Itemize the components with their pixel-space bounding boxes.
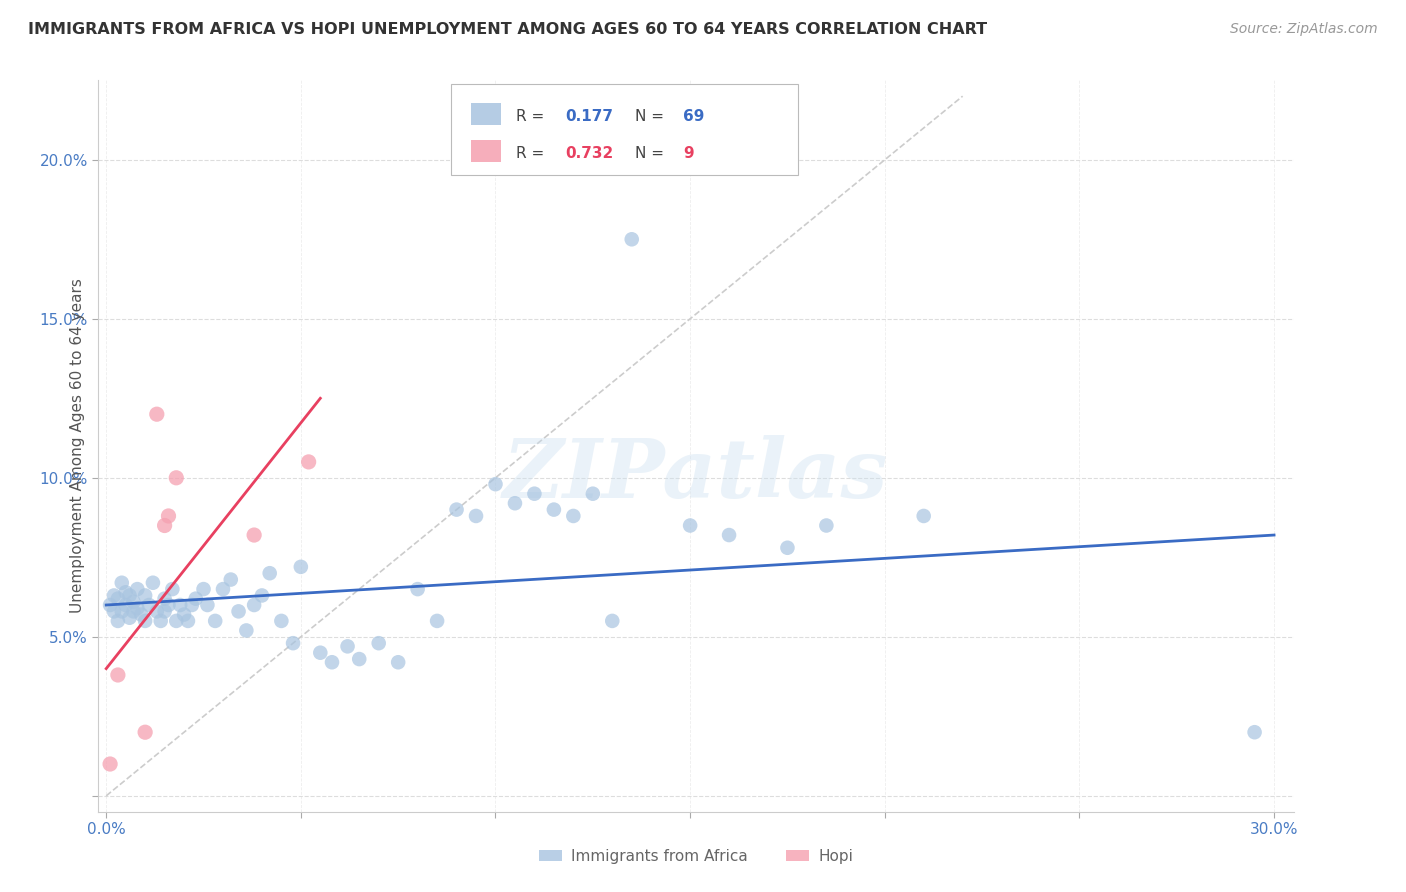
Point bbox=[134, 614, 156, 628]
Text: R =: R = bbox=[516, 109, 548, 124]
FancyBboxPatch shape bbox=[451, 84, 797, 176]
Point bbox=[127, 601, 149, 615]
Point bbox=[107, 668, 129, 682]
Point bbox=[281, 636, 304, 650]
Point bbox=[503, 496, 526, 510]
Y-axis label: Unemployment Among Ages 60 to 64 years: Unemployment Among Ages 60 to 64 years bbox=[69, 278, 84, 614]
Point bbox=[122, 604, 145, 618]
Point bbox=[815, 518, 838, 533]
Point bbox=[146, 407, 169, 421]
Point bbox=[193, 582, 215, 596]
Point bbox=[243, 528, 266, 542]
Point bbox=[157, 598, 180, 612]
Point bbox=[197, 598, 219, 612]
Point bbox=[138, 598, 160, 612]
Text: 69: 69 bbox=[683, 109, 704, 124]
FancyBboxPatch shape bbox=[471, 103, 501, 125]
Point bbox=[336, 640, 359, 654]
Point bbox=[776, 541, 799, 555]
Point bbox=[153, 591, 176, 606]
Point bbox=[177, 614, 200, 628]
Point bbox=[157, 508, 180, 523]
Legend: Immigrants from Africa, Hopi: Immigrants from Africa, Hopi bbox=[533, 843, 859, 870]
Point bbox=[562, 508, 585, 523]
Point bbox=[153, 604, 176, 618]
Point bbox=[582, 486, 605, 500]
Point bbox=[118, 611, 141, 625]
Point bbox=[523, 486, 546, 500]
Point bbox=[426, 614, 449, 628]
Point bbox=[114, 585, 136, 599]
Point bbox=[149, 614, 172, 628]
Point bbox=[153, 518, 176, 533]
Point bbox=[111, 604, 134, 618]
Text: Source: ZipAtlas.com: Source: ZipAtlas.com bbox=[1230, 22, 1378, 37]
FancyBboxPatch shape bbox=[471, 140, 501, 162]
Point bbox=[321, 655, 343, 669]
Point bbox=[184, 591, 207, 606]
Point bbox=[290, 559, 312, 574]
Text: N =: N = bbox=[636, 145, 673, 161]
Point bbox=[270, 614, 292, 628]
Point bbox=[146, 604, 169, 618]
Point bbox=[484, 477, 506, 491]
Point bbox=[169, 598, 191, 612]
Point bbox=[173, 607, 195, 622]
Point bbox=[180, 598, 202, 612]
Point bbox=[129, 607, 152, 622]
Point bbox=[679, 518, 702, 533]
Point bbox=[219, 573, 242, 587]
Point bbox=[142, 575, 165, 590]
Point bbox=[446, 502, 468, 516]
Point bbox=[111, 575, 134, 590]
Point bbox=[134, 725, 156, 739]
Point bbox=[387, 655, 409, 669]
Point bbox=[298, 455, 321, 469]
Point bbox=[127, 582, 149, 596]
Point bbox=[259, 566, 281, 581]
Point bbox=[114, 598, 136, 612]
Point bbox=[107, 591, 129, 606]
Point bbox=[718, 528, 741, 542]
Point bbox=[165, 614, 187, 628]
Point bbox=[912, 508, 935, 523]
Point bbox=[1243, 725, 1265, 739]
Text: 0.732: 0.732 bbox=[565, 145, 614, 161]
Text: R =: R = bbox=[516, 145, 548, 161]
Point bbox=[165, 471, 187, 485]
Text: 0.177: 0.177 bbox=[565, 109, 613, 124]
Point bbox=[118, 589, 141, 603]
Point bbox=[134, 589, 156, 603]
Point bbox=[543, 502, 565, 516]
Point bbox=[122, 595, 145, 609]
Point bbox=[620, 232, 643, 246]
Text: N =: N = bbox=[636, 109, 669, 124]
Point bbox=[309, 646, 332, 660]
Point bbox=[162, 582, 184, 596]
Point bbox=[250, 589, 273, 603]
Point bbox=[235, 624, 257, 638]
Point bbox=[98, 757, 121, 772]
Text: IMMIGRANTS FROM AFRICA VS HOPI UNEMPLOYMENT AMONG AGES 60 TO 64 YEARS CORRELATIO: IMMIGRANTS FROM AFRICA VS HOPI UNEMPLOYM… bbox=[28, 22, 987, 37]
Point bbox=[103, 604, 125, 618]
Point bbox=[367, 636, 389, 650]
Text: 9: 9 bbox=[683, 145, 693, 161]
Point bbox=[204, 614, 226, 628]
Point bbox=[107, 614, 129, 628]
Text: ZIPatlas: ZIPatlas bbox=[503, 435, 889, 516]
Point bbox=[349, 652, 371, 666]
Point bbox=[600, 614, 623, 628]
Point bbox=[228, 604, 250, 618]
Point bbox=[243, 598, 266, 612]
Point bbox=[406, 582, 429, 596]
Point bbox=[212, 582, 235, 596]
Point bbox=[98, 598, 121, 612]
Point bbox=[103, 589, 125, 603]
Point bbox=[465, 508, 488, 523]
